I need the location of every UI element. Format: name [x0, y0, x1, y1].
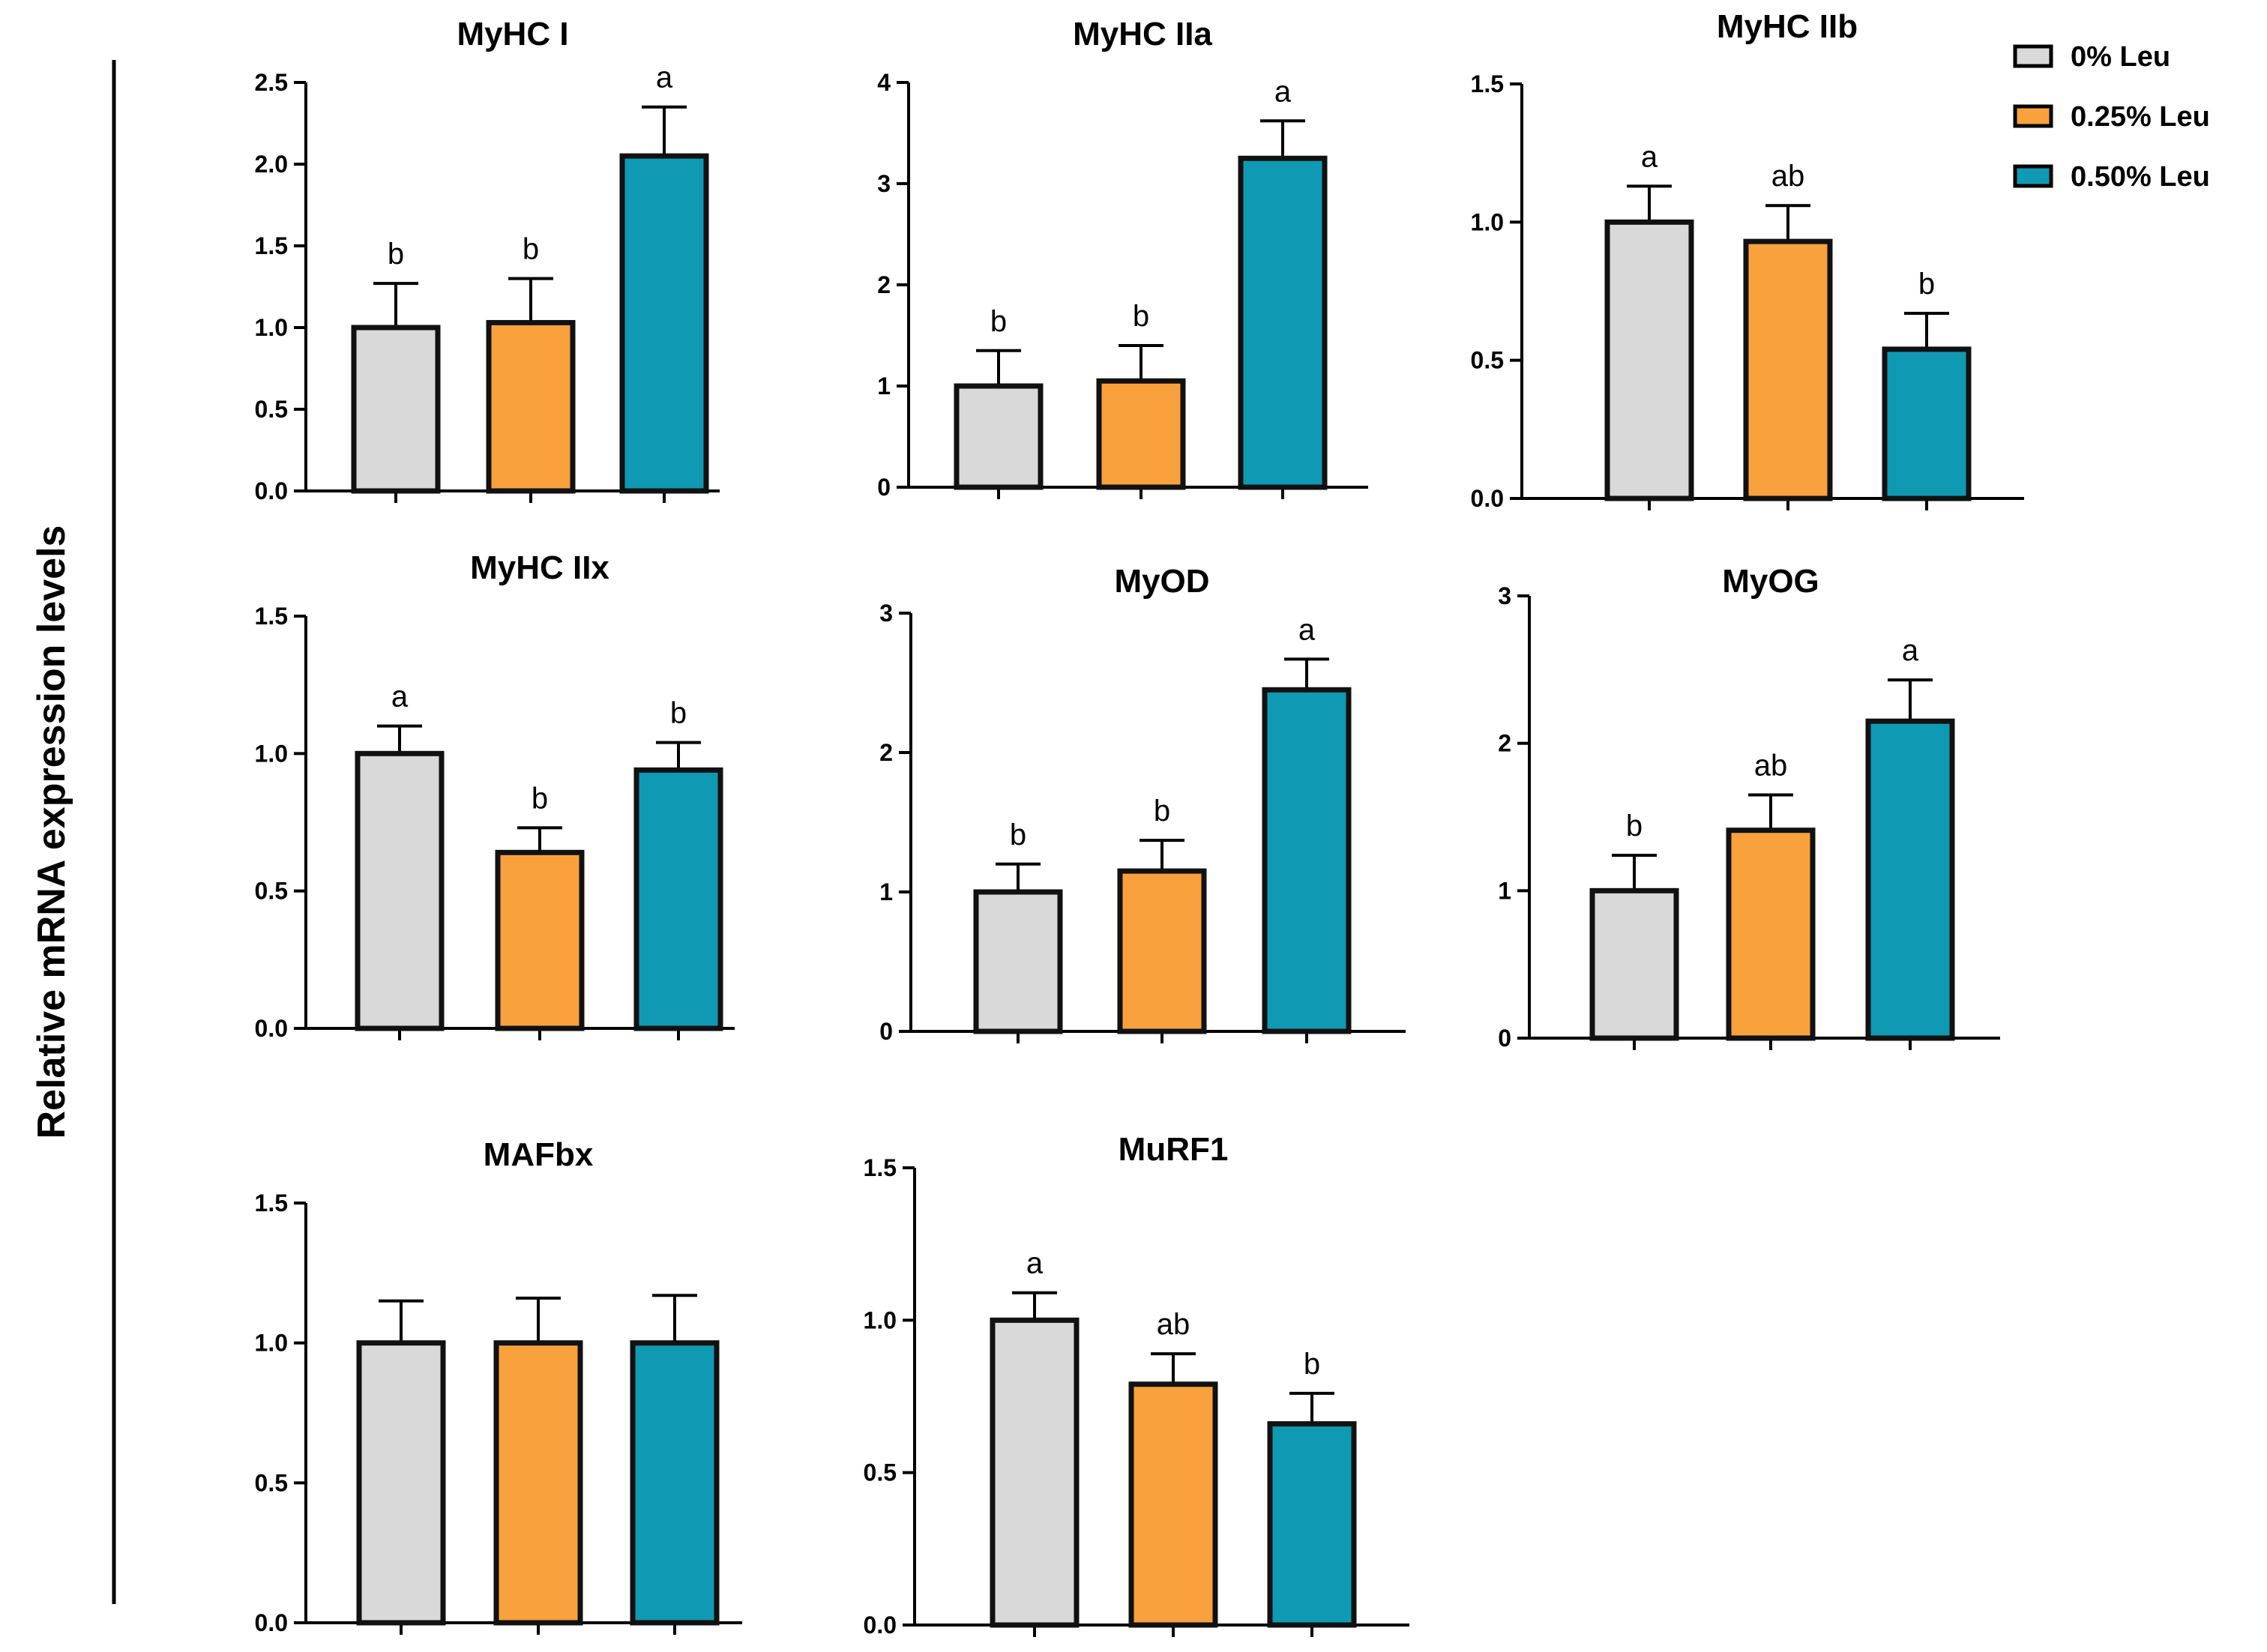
y-tick-label: 0.0: [255, 1609, 288, 1636]
bar: [1096, 378, 1186, 490]
significance-label: b: [1626, 810, 1643, 842]
legend: 0% Leu 0.25% Leu 0.50% Leu: [2013, 41, 2210, 193]
y-tick-label: 2.0: [255, 151, 288, 178]
y-tick-label: 0.0: [255, 477, 288, 504]
y-tick-label: 1: [879, 878, 893, 905]
bar: [1117, 868, 1207, 1034]
bar: [486, 319, 576, 494]
y-tick-label: 0: [877, 474, 891, 501]
y-tick-label: 0.5: [255, 1469, 288, 1496]
y-tick-label: 0.5: [255, 878, 288, 905]
y-tick-label: 1.0: [864, 1306, 897, 1333]
significance-label: a: [1274, 75, 1292, 108]
significance-label: a: [1641, 140, 1658, 173]
legend-label-050pct: 0.50% Leu: [2071, 161, 2210, 193]
bar: [1267, 1421, 1357, 1628]
bar: [355, 750, 445, 1031]
bar: [1882, 346, 1972, 501]
panel-title: MuRF1: [1119, 1131, 1229, 1168]
y-tick-label: 0: [879, 1018, 893, 1045]
significance-label: b: [990, 305, 1007, 338]
bar: [493, 1340, 583, 1626]
y-tick-label: 1.0: [255, 740, 288, 767]
y-tick-label: 0.5: [864, 1459, 897, 1486]
y-tick-label: 1.0: [255, 1330, 288, 1357]
significance-label: a: [1902, 634, 1919, 667]
legend-swatch-050pct: [2013, 164, 2053, 188]
panel-title: MyOD: [1114, 563, 1209, 600]
bar: [356, 1340, 446, 1626]
y-tick-label: 0.0: [255, 1015, 288, 1042]
panel-title: MAFbx: [484, 1136, 594, 1173]
bar: [633, 767, 723, 1031]
bar: [495, 849, 585, 1031]
y-tick-label: 1: [1498, 877, 1511, 904]
significance-label: b: [1133, 300, 1149, 333]
y-tick-label: 0.5: [1471, 347, 1504, 374]
bar: [351, 325, 441, 494]
panel-title: MyHC IIb: [1717, 8, 1858, 45]
y-tick-label: 0.5: [255, 396, 288, 423]
y-tick-label: 3: [877, 170, 891, 197]
y-axis-label: Relative mRNA expression levels: [30, 525, 73, 1139]
significance-label: b: [1010, 819, 1026, 851]
y-tick-label: 3: [879, 600, 893, 627]
y-tick-label: 4: [877, 69, 891, 96]
significance-label: a: [656, 61, 673, 94]
y-tick-label: 2: [877, 271, 891, 298]
bar: [1743, 238, 1833, 501]
significance-label: b: [388, 238, 404, 271]
y-tick-label: 1.0: [255, 314, 288, 341]
panel-title: MyOG: [1722, 563, 1819, 600]
panels: MyHC I 0.0 0.5 1.0 1.5 2.0 2.5 b b a MyHC IIa 0 1 2 3 4…: [255, 8, 2024, 1639]
legend-swatch-0pct: [2013, 44, 2053, 68]
y-tick-label: 2: [1498, 730, 1511, 757]
bar: [1865, 718, 1955, 1041]
y-tick-label: 0: [1498, 1025, 1511, 1052]
y-tick-label: 1.5: [864, 1154, 897, 1181]
bar: [1238, 155, 1328, 490]
significance-label: b: [523, 233, 539, 266]
y-tick-label: 1.5: [255, 232, 288, 259]
bar: [990, 1317, 1080, 1628]
bar: [1262, 687, 1352, 1034]
significance-label: a: [391, 681, 409, 714]
significance-label: b: [1918, 268, 1935, 301]
significance-label: b: [1304, 1348, 1320, 1381]
bar: [619, 153, 709, 494]
bar: [630, 1340, 720, 1626]
y-tick-label: 3: [1498, 582, 1511, 609]
bar: [1726, 827, 1816, 1041]
y-tick-label: 1.5: [255, 1190, 288, 1217]
bar: [954, 383, 1044, 490]
y-tick-label: 0.0: [864, 1612, 897, 1639]
y-tick-label: 2.5: [255, 69, 288, 96]
significance-label: ab: [1754, 750, 1788, 783]
panel-title: MyHC I: [457, 16, 568, 52]
significance-label: b: [1154, 795, 1170, 827]
significance-label: ab: [1157, 1308, 1190, 1341]
y-tick-label: 1: [877, 373, 891, 400]
panel-title: MyHC IIa: [1073, 16, 1212, 52]
significance-label: a: [1026, 1247, 1044, 1280]
panel-title: MyHC IIx: [470, 549, 609, 586]
bar: [1604, 219, 1694, 501]
y-tick-label: 2: [879, 739, 893, 766]
legend-label-025pct: 0.25% Leu: [2071, 101, 2210, 133]
bar: [1589, 887, 1679, 1041]
y-tick-label: 1.0: [1471, 208, 1504, 235]
significance-label: a: [1298, 613, 1316, 646]
legend-label-0pct: 0% Leu: [2071, 41, 2170, 73]
significance-label: b: [670, 697, 687, 730]
y-tick-label: 0.0: [1471, 485, 1504, 512]
bar: [1128, 1381, 1218, 1628]
legend-swatch-025pct: [2013, 104, 2053, 128]
significance-label: ab: [1771, 160, 1805, 193]
significance-label: b: [532, 782, 548, 815]
y-tick-label: 1.5: [255, 603, 288, 630]
y-tick-label: 1.5: [1471, 70, 1504, 97]
bar: [973, 889, 1063, 1034]
